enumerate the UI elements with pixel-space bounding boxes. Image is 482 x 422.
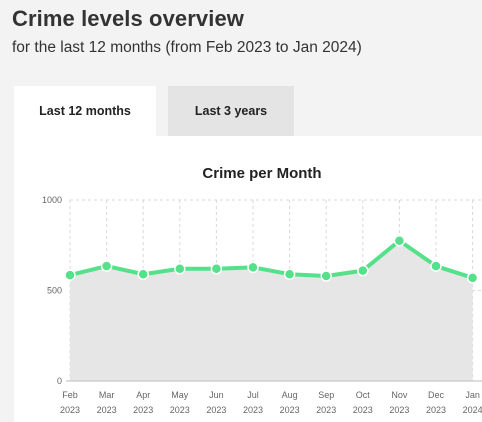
x-tick-year-label: 2023 (426, 405, 446, 415)
x-tick-year-label: 2023 (170, 405, 190, 415)
x-tick-label: Dec (428, 390, 445, 400)
x-tick-label: Jan (465, 390, 480, 400)
x-tick-label: Mar (99, 390, 115, 400)
data-point (100, 260, 113, 272)
data-point (174, 263, 186, 275)
x-tick-label: Aug (282, 390, 298, 400)
y-tick-label: 1000 (42, 195, 62, 205)
data-point (283, 268, 296, 280)
series-line (69, 238, 474, 280)
data-point (393, 234, 406, 247)
x-tick-label: Oct (356, 390, 371, 400)
x-tick-year-label: 2024 (463, 405, 482, 415)
data-point (320, 270, 332, 282)
page-title: Crime levels overview (12, 6, 245, 31)
x-tick-label: Apr (136, 390, 150, 400)
chart-title: Crime per Month (202, 165, 321, 182)
tab-last-12-months[interactable]: Last 12 months (14, 86, 156, 136)
data-point (137, 268, 149, 280)
page-subtitle: for the last 12 months (from Feb 2023 to… (12, 39, 362, 56)
x-tick-year-label: 2023 (316, 405, 336, 415)
x-tick-year-label: 2023 (280, 405, 300, 415)
data-point (64, 269, 76, 281)
x-tick-label: May (171, 390, 189, 400)
series-area (70, 240, 473, 381)
y-tick-label: 500 (47, 286, 62, 296)
x-tick-year-label: 2023 (133, 405, 153, 415)
x-tick-label: Feb (62, 390, 78, 400)
tab-last-3-years[interactable]: Last 3 years (168, 86, 294, 136)
x-tick-label: Sep (318, 390, 334, 400)
x-tick-year-label: 2023 (243, 405, 263, 415)
x-tick-label: Nov (391, 390, 408, 400)
data-point (357, 264, 369, 277)
data-point (247, 261, 259, 274)
data-point (210, 263, 223, 275)
x-tick-year-label: 2023 (60, 405, 80, 415)
data-point (430, 260, 442, 272)
x-tick-label: Jul (247, 390, 259, 400)
x-tick-year-label: 2023 (353, 405, 373, 415)
x-tick-year-label: 2023 (206, 405, 226, 415)
x-tick-year-label: 2023 (97, 405, 117, 415)
x-tick-year-label: 2023 (389, 405, 409, 415)
x-tick-label: Jun (209, 390, 224, 400)
data-point (466, 272, 479, 284)
y-tick-label: 0 (57, 376, 62, 386)
